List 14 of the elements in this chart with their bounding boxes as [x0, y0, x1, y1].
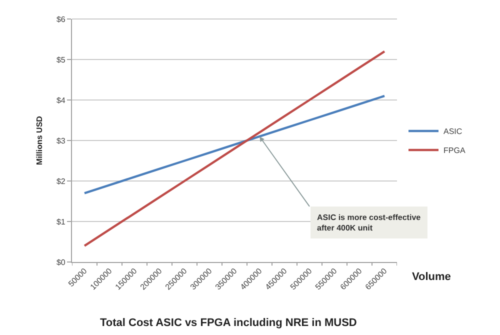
line-series: [83, 94, 386, 194]
legend-label: ASIC: [444, 127, 462, 136]
y-tick-label: $4: [56, 96, 66, 105]
y-tick-label: $1: [56, 217, 66, 226]
y-tick-label: $5: [56, 55, 66, 64]
y-tick-label: $6: [56, 14, 66, 24]
annotation: ASIC is more cost-effective after 400K unit: [317, 213, 422, 232]
y-tick-label: $2: [56, 176, 66, 186]
text: Total Cost ASIC vs FPGA including NRE in MUSD: [100, 317, 357, 329]
y-tick-label: $0: [56, 258, 66, 267]
legend-label: FPGA: [444, 146, 466, 156]
y-axis-title: Millions USD: [35, 116, 44, 165]
x-axis-title: Volume: [412, 271, 451, 283]
y-tick-label: $3: [56, 136, 66, 146]
